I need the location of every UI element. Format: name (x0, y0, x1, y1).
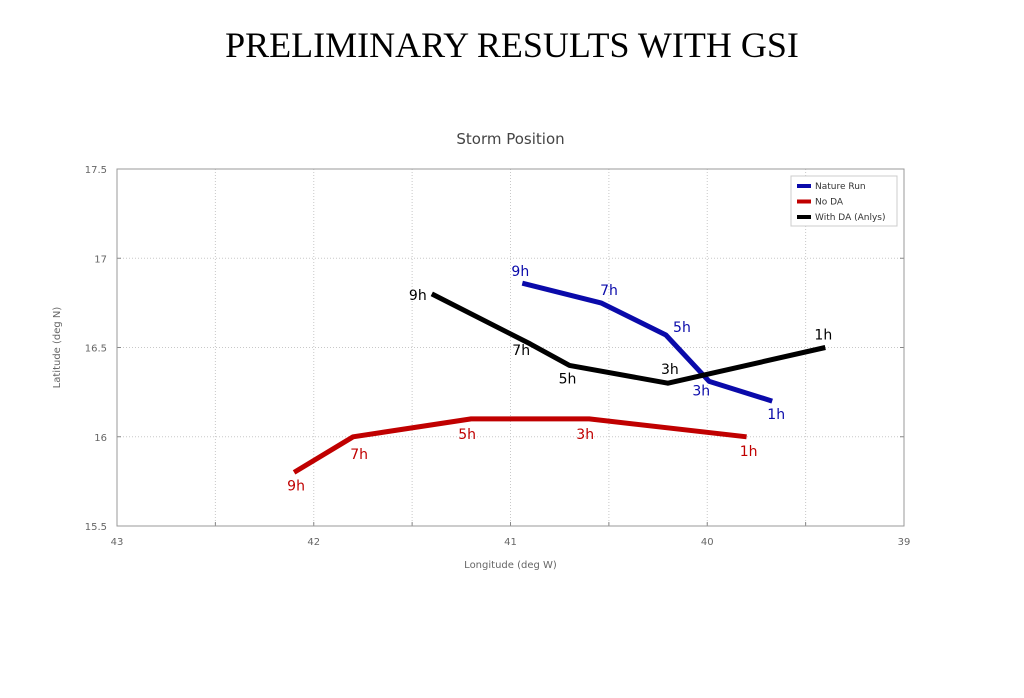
point-label: 9h (511, 264, 529, 280)
point-label: 5h (673, 320, 691, 336)
axis-ticks: 43 42 41 40 39 15.5 16 16.5 17 17.5 (85, 165, 911, 548)
point-label: 9h (287, 478, 305, 494)
y-tick-label: 16 (94, 433, 107, 444)
series-line-2 (430, 291, 826, 386)
legend-label: No DA (815, 198, 844, 208)
point-label: 1h (740, 444, 758, 460)
point-label: 5h (559, 371, 577, 387)
y-tick-label: 17 (94, 254, 107, 265)
point-label: 1h (814, 328, 832, 344)
point-label: 9h (409, 288, 427, 304)
chart-title: Storm Position (456, 130, 564, 148)
x-tick-label: 42 (307, 537, 320, 548)
point-label: 7h (512, 343, 530, 359)
series-layer (292, 280, 826, 475)
y-axis-label: Latitude (deg N) (52, 307, 63, 389)
legend-label: With DA (Anlys) (815, 213, 885, 223)
point-label: 1h (767, 407, 785, 423)
x-tick-label: 39 (898, 537, 911, 548)
x-tick-label: 40 (701, 537, 714, 548)
point-label-layer: 9h 7h 5h 3h 1h 9h 7h 5h 3h 1h 9h 7h 5h 3h 1h (287, 264, 832, 494)
x-tick-label: 41 (504, 537, 517, 548)
point-label: 3h (692, 383, 710, 399)
y-tick-label: 16.5 (85, 344, 107, 355)
point-label: 3h (661, 362, 679, 378)
legend-label: Nature Run (815, 182, 866, 192)
y-tick-label: 15.5 (85, 522, 107, 533)
plot-frame (116, 168, 905, 527)
x-tick-label: 43 (111, 537, 124, 548)
legend: Nature Run No DA With DA (Anlys) (790, 175, 898, 227)
point-label: 7h (600, 283, 618, 299)
y-tick-label: 17.5 (85, 165, 107, 176)
series-line-1 (292, 416, 747, 475)
point-label: 3h (576, 427, 594, 443)
x-axis-label: Longitude (deg W) (464, 560, 557, 571)
series-line-0 (521, 280, 773, 404)
grid-layer (116, 168, 905, 527)
slide-title: PRELIMINARY RESULTS WITH GSI (225, 25, 799, 65)
point-label: 5h (458, 427, 476, 443)
point-label: 7h (350, 447, 368, 463)
